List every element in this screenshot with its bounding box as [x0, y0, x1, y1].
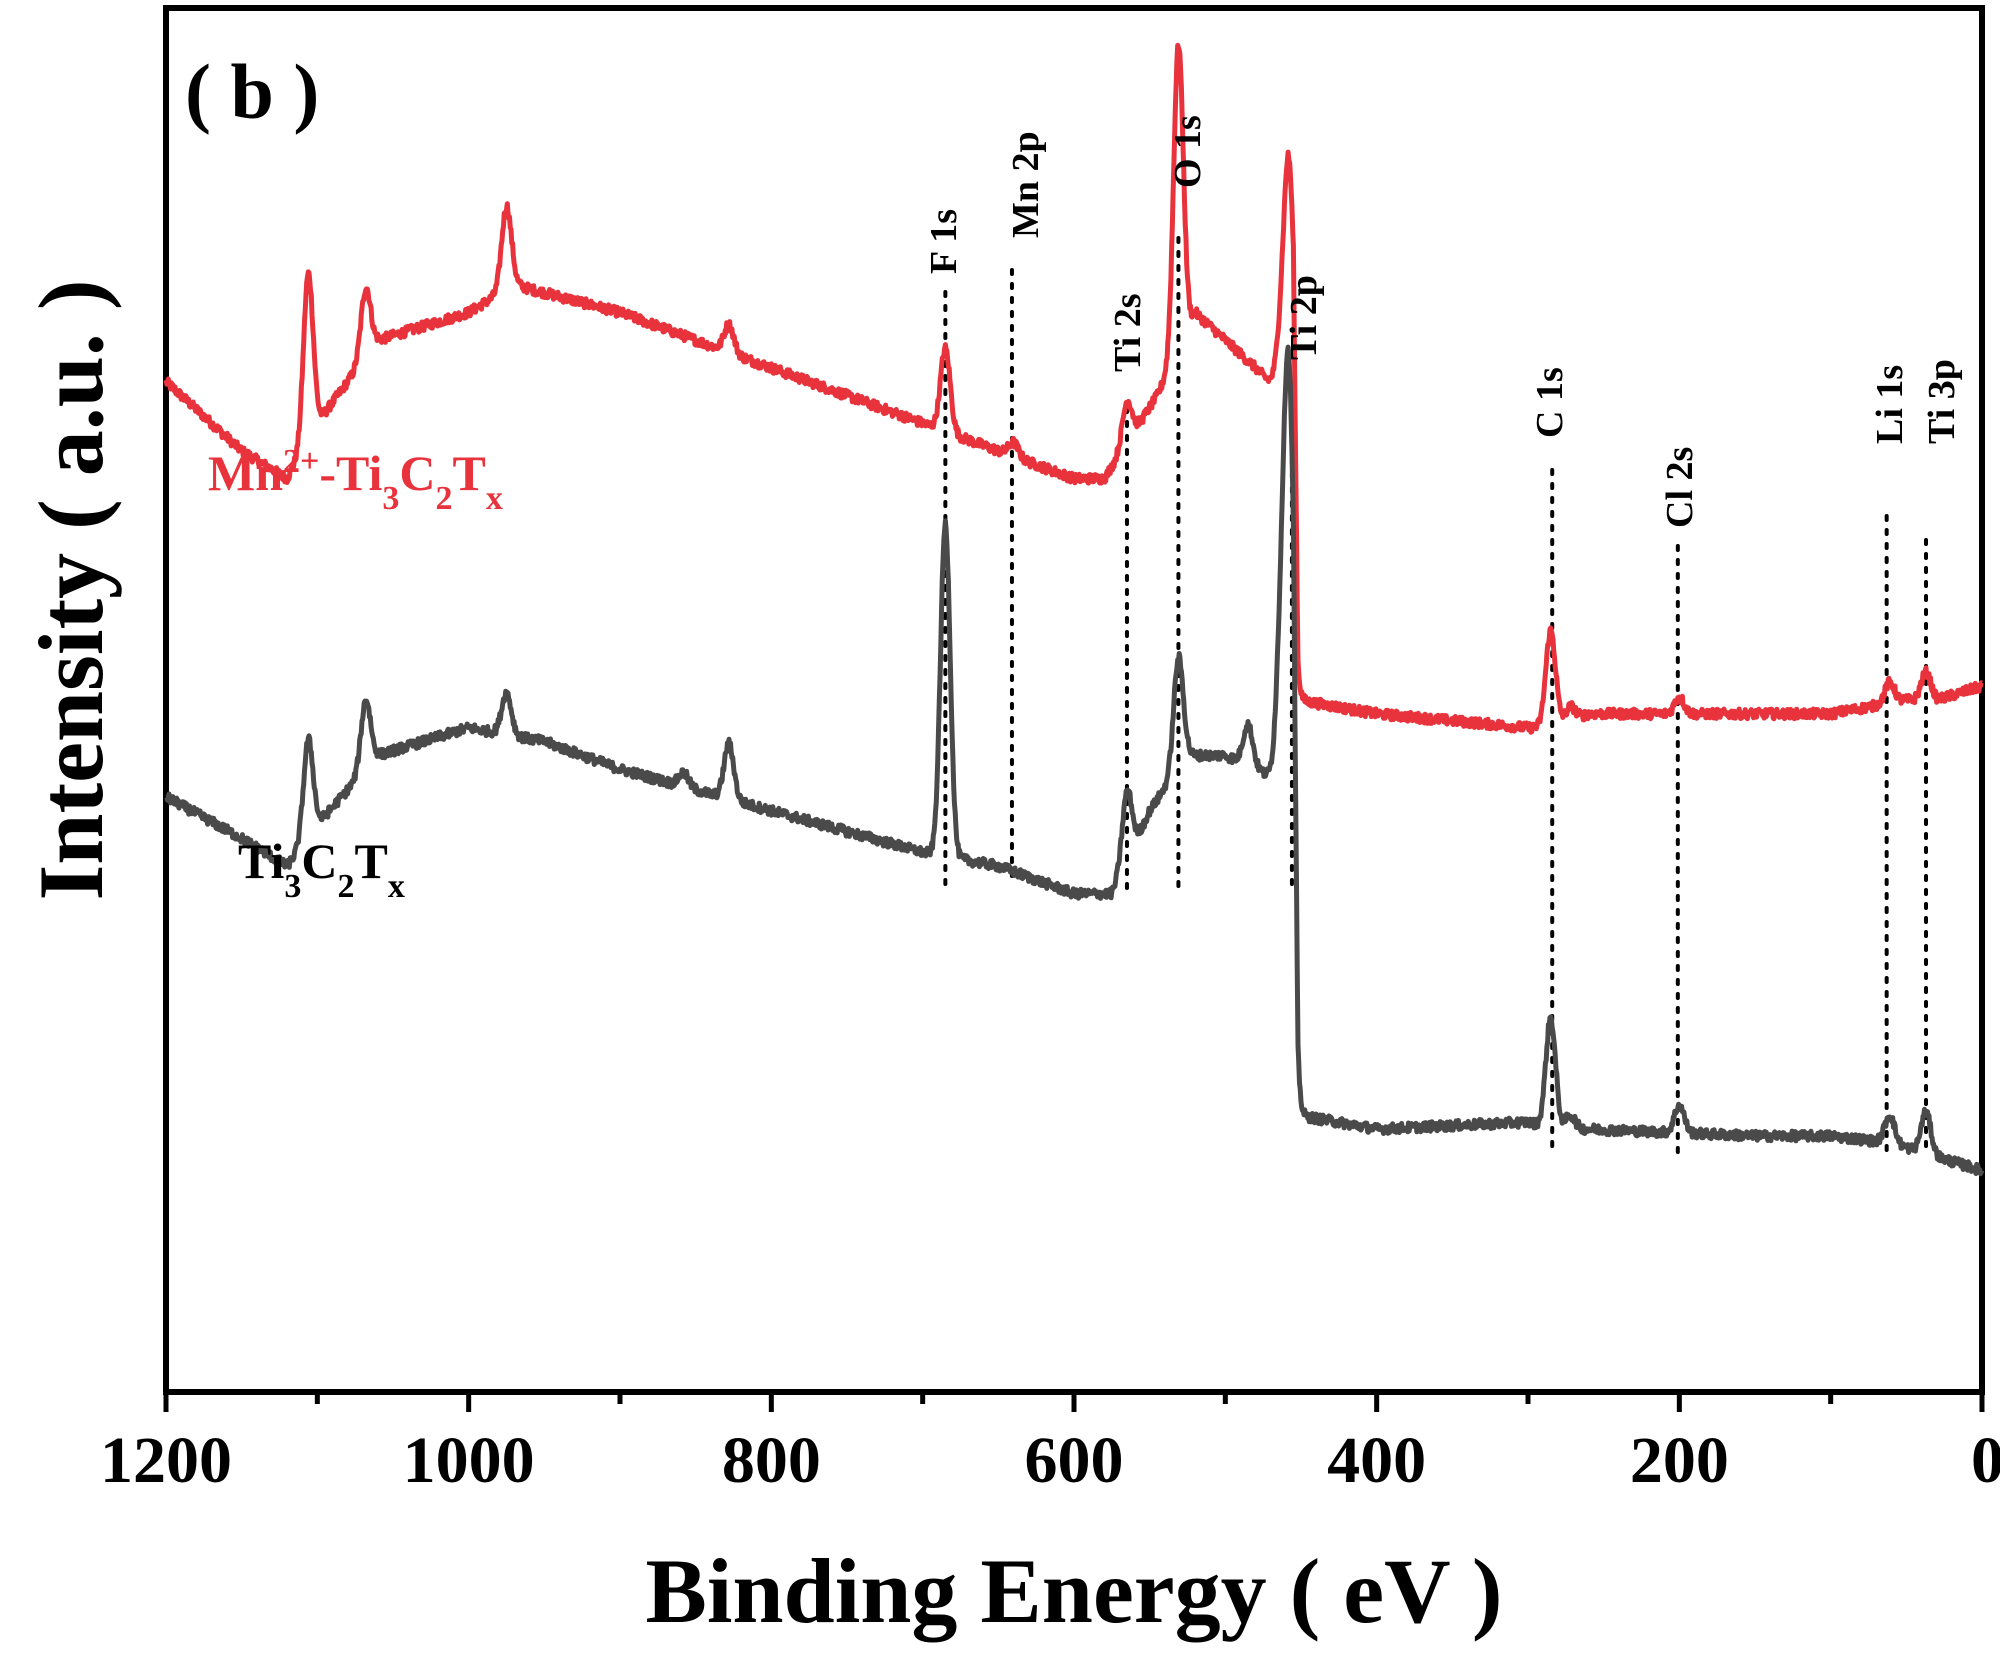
x-axis-ticks: [163, 1392, 1985, 1412]
series-line-mn-ti3c2tx: [163, 42, 1984, 735]
peak-label-ti-3p: Ti 3p: [1921, 359, 1963, 444]
x-tick-label: 200: [1630, 1424, 1729, 1497]
peak-marker-lines: [943, 236, 1929, 1156]
peak-label-o-1s: O 1s: [1167, 115, 1209, 188]
peak-label-f-1s: F 1s: [923, 209, 965, 274]
series-line-ti3c2tx: [164, 344, 1985, 1177]
series-layer: [163, 42, 1985, 1177]
x-tick-label: 600: [1025, 1424, 1124, 1497]
x-tick-label: 800: [722, 1424, 821, 1497]
plot-frame: [163, 5, 1985, 1395]
y-axis-title: Intensity ( a.u. ): [20, 279, 122, 900]
peak-label-li-1s: Li 1s: [1869, 365, 1911, 444]
peak-label-ti-2p: Ti 2p: [1283, 275, 1325, 360]
x-axis-title: Binding Energy ( eV ): [645, 1540, 1502, 1642]
x-tick-label: 400: [1327, 1424, 1426, 1497]
x-axis-tick-labels: 1200 1000 800 600 400 200 0: [100, 1424, 2000, 1497]
peak-label-c-1s: C 1s: [1529, 367, 1571, 438]
x-tick-label: 0: [1971, 1424, 2000, 1497]
x-tick-label: 1000: [403, 1424, 535, 1497]
peak-label-cl-2s: Cl 2s: [1659, 447, 1701, 528]
x-tick-label: 1200: [100, 1424, 232, 1497]
legend-mn-ti3c2tx: Mn2+-Ti3C2Tx: [208, 443, 503, 517]
peak-label-mn-2p: Mn 2p: [1005, 131, 1047, 238]
panel-label: ( b ): [185, 48, 319, 135]
peak-label-ti-2s: Ti 2s: [1107, 293, 1149, 372]
peak-label-layer: F 1s Mn 2p Ti 2s O 1s Ti 2p C 1s Cl 2s Li 1s Ti …: [923, 115, 1963, 528]
legend-ti3c2tx: Ti3C2Tx: [238, 833, 405, 905]
